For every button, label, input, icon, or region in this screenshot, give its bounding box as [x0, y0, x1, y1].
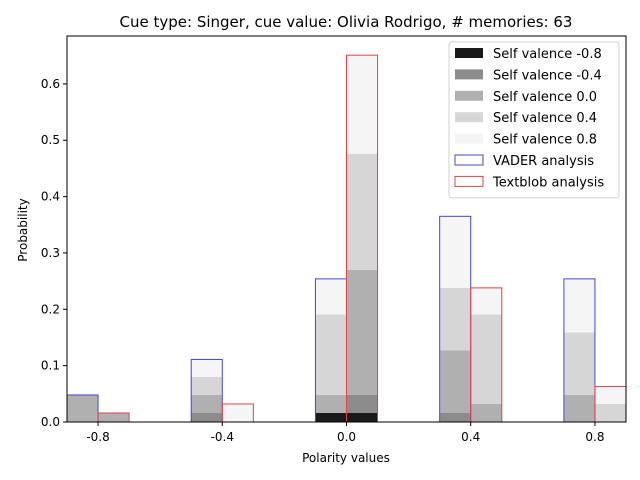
bar-vader--0.4-self-3: [191, 376, 223, 395]
legend-swatch: [455, 133, 483, 144]
legend: Self valence -0.8 Self valence -0.4 Self v…: [448, 41, 620, 199]
bar-textblob--0.4-self-4: [222, 403, 254, 422]
bar-vader-0.4-self-1: [439, 412, 471, 422]
bar-vader-0.0-self-2: [315, 394, 347, 413]
x-axis-label: Polarity values: [302, 451, 390, 465]
y-tick-label: 0.4: [41, 190, 60, 204]
legend-label: VADER analysis: [493, 154, 594, 169]
x-tick-label: -0.4: [211, 430, 234, 444]
bar-textblob-0.0-self-0: [346, 412, 378, 422]
legend-swatch: [455, 69, 483, 80]
x-axis: -0.8 -0.4 0.0 0.4 0.8: [86, 422, 604, 444]
chart-title: Cue type: Singer, cue value: Olivia Rodr…: [120, 13, 573, 31]
y-tick-label: 0.2: [41, 302, 60, 316]
bar-textblob-0.0-self-4: [346, 55, 378, 154]
bar-vader--0.4-self-1: [191, 412, 223, 422]
bar-textblob--0.8-self-2: [98, 412, 130, 422]
bar-textblob-0.0-self-2: [346, 269, 378, 395]
legend-swatch: [454, 154, 484, 166]
bar-textblob-0.0-self-1: [346, 394, 378, 413]
legend-box: [448, 41, 620, 199]
legend-swatch: [454, 175, 484, 187]
bar-vader--0.4-self-2: [191, 394, 223, 413]
legend-swatch: [455, 90, 483, 101]
x-tick-label: 0.4: [461, 430, 480, 444]
bar-vader-0.8-self-2: [563, 394, 595, 422]
bar-vader-0.0-self-3: [315, 314, 347, 395]
legend-label: Self valence 0.4: [493, 111, 597, 126]
y-tick-label: 0.6: [41, 77, 60, 91]
bar-vader-0.8-self-3: [563, 332, 595, 395]
bar-textblob-0.4-self-2: [470, 403, 502, 422]
bar-vader-0.4-self-4: [439, 216, 471, 288]
y-tick-label: 0.5: [41, 133, 60, 147]
bar-textblob-0.8-self-3: [594, 403, 626, 422]
legend-label: Self valence -0.4: [493, 68, 602, 83]
bar-vader-0.4-self-3: [439, 287, 471, 351]
bar-textblob-0.4-self-4: [470, 287, 502, 315]
bar-vader-0.4-self-2: [439, 350, 471, 413]
bar-textblob-0.0-self-3: [346, 153, 378, 270]
legend-label: Textblob analysis: [492, 175, 604, 190]
bar-vader-0.0-self-0: [315, 412, 347, 422]
x-tick-label: 0.8: [585, 430, 604, 444]
plot-area: [66, 35, 627, 423]
x-tick-label: 0.0: [337, 430, 356, 444]
legend-label: Self valence 0.0: [493, 90, 597, 105]
bar-textblob-0.8-self-4: [594, 385, 626, 404]
legend-swatch: [455, 112, 483, 123]
legend-label: Self valence -0.8: [493, 47, 602, 62]
bar-vader-0.0-self-4: [315, 278, 347, 315]
y-axis-label: Probability: [16, 198, 30, 261]
y-tick-label: 0.3: [41, 246, 60, 260]
y-axis: 0.0 0.1 0.2 0.3 0.4 0.5 0.6: [41, 77, 67, 429]
bar-textblob-0.4-self-3: [470, 314, 502, 404]
bar-vader--0.4-self-4: [191, 358, 223, 377]
legend-label: Self valence 0.8: [493, 133, 597, 148]
y-tick-label: 0.1: [41, 359, 60, 373]
legend-swatch: [455, 48, 483, 58]
bar-vader-0.8-self-4: [563, 278, 595, 333]
x-tick-label: -0.8: [86, 430, 109, 444]
bar-vader--0.8-self-2: [67, 394, 99, 422]
y-tick-label: 0.0: [41, 415, 60, 429]
